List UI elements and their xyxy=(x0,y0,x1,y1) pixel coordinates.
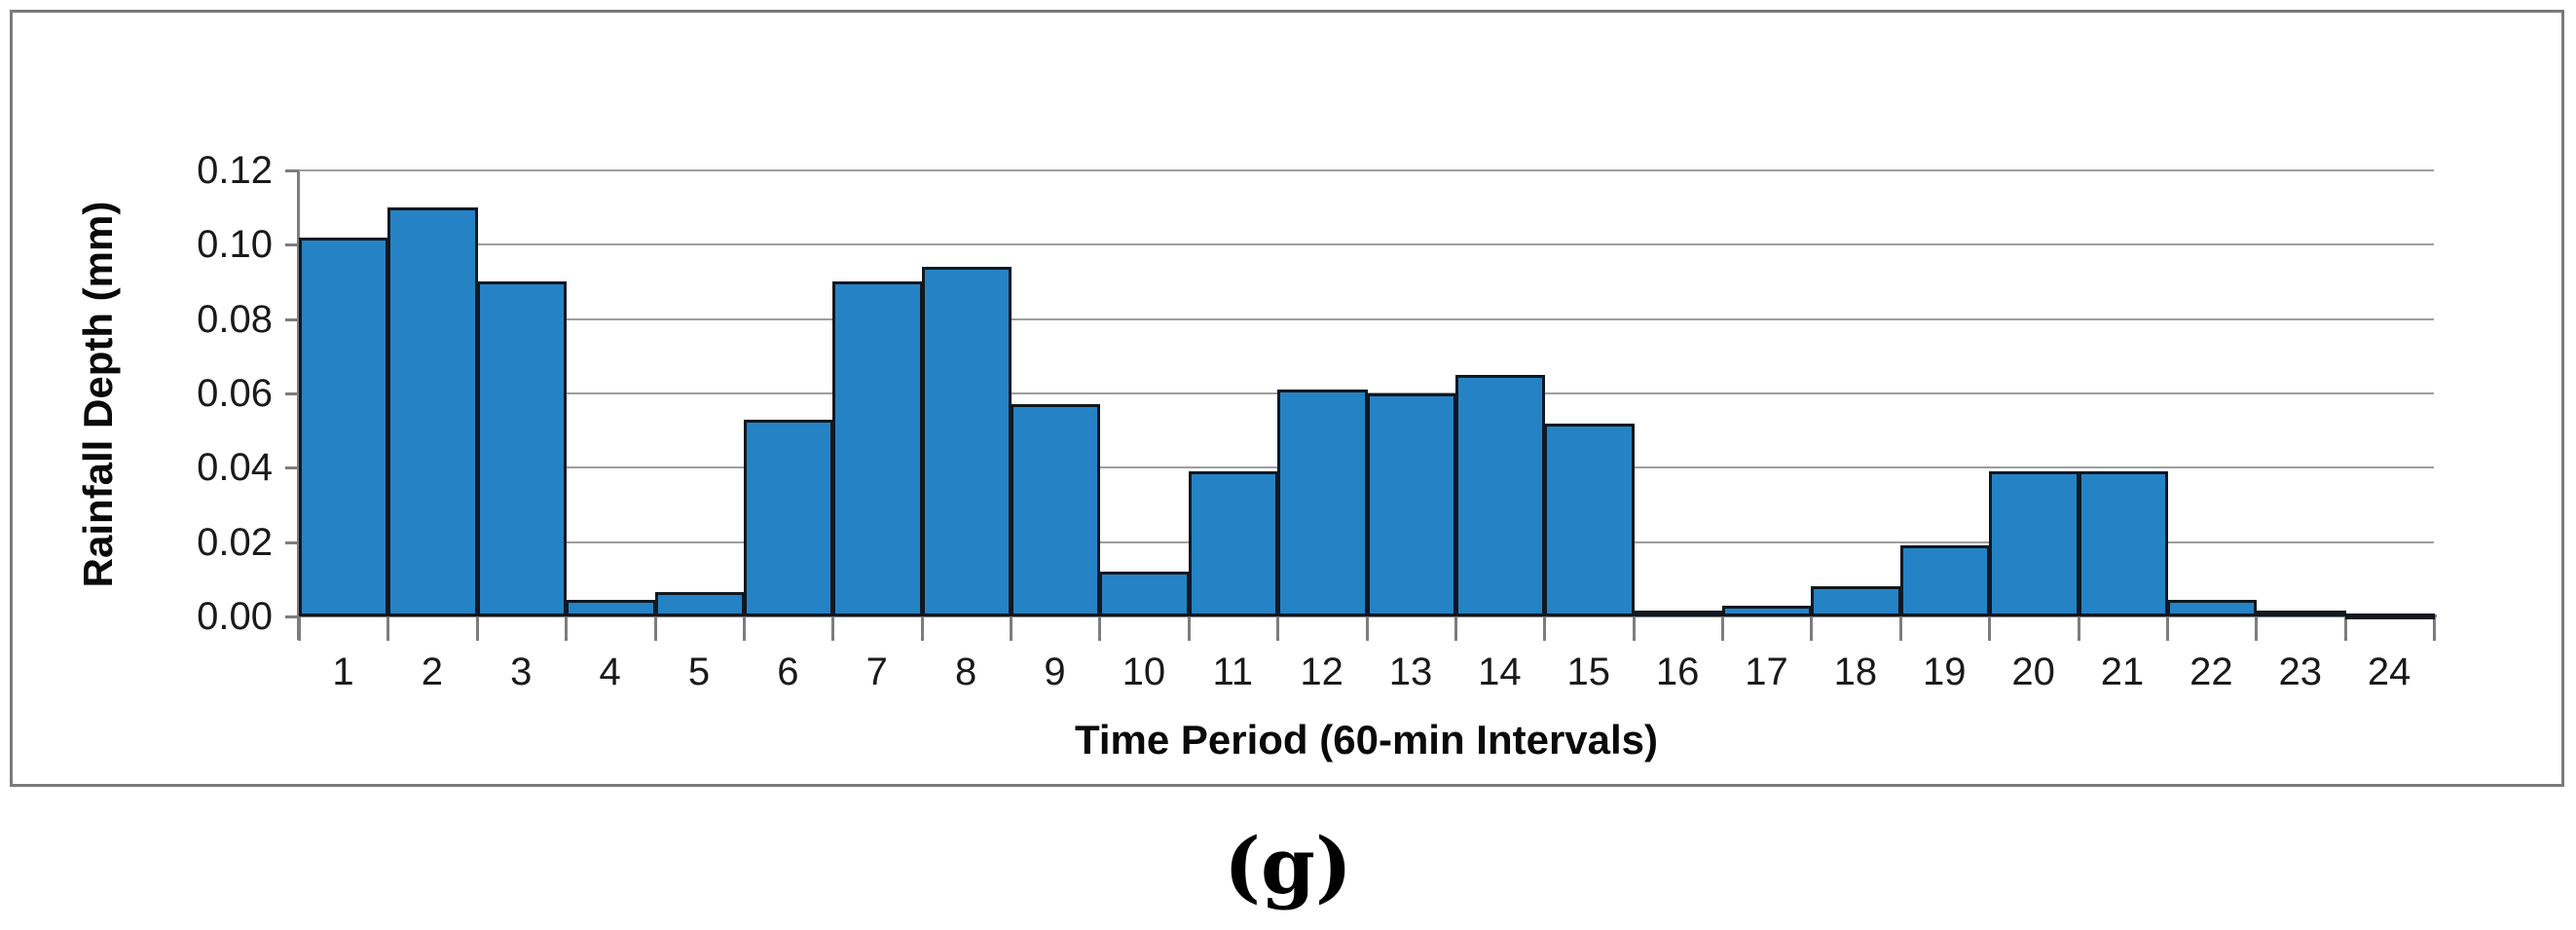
bar xyxy=(1633,611,1723,616)
y-tick-mark xyxy=(285,169,299,172)
bar xyxy=(1989,471,2079,616)
bar xyxy=(743,420,834,616)
x-tick-label: 24 xyxy=(2367,651,2411,693)
x-tick-label: 10 xyxy=(1122,651,1166,693)
y-tick-mark xyxy=(285,317,299,321)
x-tick-mark xyxy=(1543,617,1547,641)
bar xyxy=(1277,390,1368,616)
bar xyxy=(1544,424,1635,616)
x-tick-mark xyxy=(1010,617,1012,641)
x-tick-mark xyxy=(2255,617,2259,641)
x-tick-label: 2 xyxy=(421,651,443,693)
bar xyxy=(1811,586,1901,616)
x-tick-mark xyxy=(565,617,569,641)
x-tick-mark xyxy=(1365,617,1369,641)
bar xyxy=(476,281,568,616)
x-tick-mark xyxy=(1898,617,1902,641)
bar xyxy=(2078,471,2168,616)
bar xyxy=(1011,404,1101,616)
y-tick-label: 0.04 xyxy=(197,446,273,490)
x-tick-mark xyxy=(2077,617,2080,641)
x-tick-mark xyxy=(2165,617,2169,641)
bar xyxy=(2166,600,2258,616)
x-tick-label: 7 xyxy=(865,651,888,693)
y-tick-mark xyxy=(285,466,299,470)
y-tick-label: 0.00 xyxy=(197,595,273,638)
x-tick-label: 20 xyxy=(2011,651,2055,693)
x-tick-label: 4 xyxy=(599,651,621,693)
y-tick-label: 0.08 xyxy=(197,297,273,341)
bar xyxy=(1899,545,1991,616)
x-tick-label: 16 xyxy=(1655,651,1700,693)
y-axis-title: Rainfall Depth (mm) xyxy=(75,201,121,588)
x-tick-label: 22 xyxy=(2190,651,2233,693)
x-tick-label: 17 xyxy=(1745,651,1788,693)
bar xyxy=(654,592,745,616)
x-tick-mark xyxy=(653,617,657,641)
x-tick-label: 12 xyxy=(1300,651,1343,693)
x-tick-mark xyxy=(1810,617,1814,641)
x-tick-mark xyxy=(1276,617,1280,641)
bar xyxy=(387,207,478,616)
bar xyxy=(2256,611,2346,616)
x-tick-mark xyxy=(1098,617,1102,641)
y-tick-mark xyxy=(285,540,299,544)
x-tick-mark xyxy=(298,617,301,641)
x-axis-title: Time Period (60-min Intervals) xyxy=(1074,717,1659,763)
x-tick-label: 21 xyxy=(2100,651,2145,693)
x-tick-label: 6 xyxy=(777,651,799,693)
bar xyxy=(566,600,656,616)
x-tick-label: 11 xyxy=(1212,651,1254,693)
x-tick-label: 19 xyxy=(1923,651,1967,693)
bar xyxy=(299,238,389,616)
y-tick-mark xyxy=(285,243,299,247)
x-tick-label: 15 xyxy=(1566,651,1611,693)
x-tick-label: 3 xyxy=(510,651,533,693)
x-tick-mark xyxy=(1721,617,1724,641)
bar xyxy=(1188,471,1279,616)
gridline xyxy=(299,243,2434,246)
x-tick-label: 23 xyxy=(2278,651,2323,693)
x-tick-label: 8 xyxy=(955,651,977,693)
figure-caption: (g) xyxy=(1224,820,1352,911)
x-tick-mark xyxy=(1454,617,1457,641)
x-tick-label: 1 xyxy=(332,651,354,693)
x-tick-mark xyxy=(475,617,479,641)
x-tick-mark xyxy=(386,617,390,641)
x-tick-label: 14 xyxy=(1478,651,1522,693)
bar xyxy=(832,281,923,616)
x-tick-mark xyxy=(2343,617,2347,641)
y-axis-line xyxy=(297,170,300,640)
x-tick-mark xyxy=(742,617,746,641)
x-tick-mark xyxy=(920,617,924,641)
y-tick-label: 0.10 xyxy=(197,223,273,267)
y-tick-mark xyxy=(285,615,299,618)
bar xyxy=(1454,375,1546,616)
x-tick-mark xyxy=(831,617,835,641)
bar xyxy=(2344,614,2435,619)
x-tick-mark xyxy=(2433,617,2436,641)
gridline xyxy=(299,169,2434,171)
gridline xyxy=(299,317,2434,320)
x-tick-label: 13 xyxy=(1388,651,1433,693)
y-tick-label: 0.02 xyxy=(197,520,273,564)
y-tick-label: 0.12 xyxy=(197,149,273,192)
x-tick-mark xyxy=(1632,617,1636,641)
x-tick-label: 9 xyxy=(1044,651,1066,693)
x-tick-label: 5 xyxy=(687,651,711,693)
bar xyxy=(921,267,1012,616)
bar xyxy=(1099,572,1190,616)
x-tick-mark xyxy=(1187,617,1191,641)
y-tick-mark xyxy=(285,392,299,395)
bar xyxy=(1366,393,1456,616)
x-tick-label: 18 xyxy=(1833,651,1878,693)
y-tick-label: 0.06 xyxy=(197,372,273,415)
bar xyxy=(1722,606,1813,616)
x-tick-mark xyxy=(1988,617,1992,641)
